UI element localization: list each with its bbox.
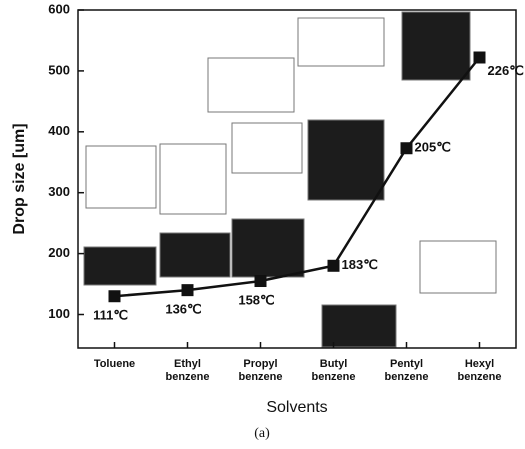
inset-molecule xyxy=(420,241,496,293)
inset-photo xyxy=(322,305,396,347)
inset-photo xyxy=(160,233,230,277)
inset-molecule xyxy=(232,123,302,173)
y-tick-label: 300 xyxy=(48,184,70,199)
y-axis-label: Drop size [um] xyxy=(11,123,28,234)
marker xyxy=(401,142,413,154)
inset-molecule xyxy=(160,144,226,214)
caption: (a) xyxy=(254,426,270,441)
x-tick-label: Hexyl benzene xyxy=(445,358,515,384)
inset-photo xyxy=(308,120,384,200)
marker xyxy=(474,52,486,64)
inset-molecule xyxy=(86,146,156,208)
point-label: 205℃ xyxy=(415,140,451,155)
x-axis-label: Solvents xyxy=(266,399,327,416)
y-tick-label: 100 xyxy=(48,306,70,321)
marker xyxy=(109,290,121,302)
inset-photo xyxy=(84,247,156,285)
x-tick-label: Ethyl benzene xyxy=(153,358,223,384)
inset-photo xyxy=(232,219,304,277)
marker xyxy=(328,260,340,272)
x-tick-label: Propyl benzene xyxy=(226,358,296,384)
insets xyxy=(84,12,496,347)
point-label: 136℃ xyxy=(165,302,201,317)
y-tick-label: 500 xyxy=(48,62,70,77)
point-label: 183℃ xyxy=(342,257,378,272)
point-label: 111℃ xyxy=(93,308,128,323)
y-tick-label: 600 xyxy=(48,1,70,16)
x-tick-label: Pentyl benzene xyxy=(372,358,442,384)
x-tick-label: Toluene xyxy=(80,358,150,371)
y-tick-label: 400 xyxy=(48,123,70,138)
marker xyxy=(255,275,267,287)
y-tick-label: 200 xyxy=(48,245,70,260)
page: Drop size [um] Solvents (a) 100 200 300 400… xyxy=(0,0,525,449)
point-label: 158℃ xyxy=(238,292,274,307)
marker xyxy=(182,284,194,296)
x-tick-label: Butyl benzene xyxy=(299,358,369,384)
point-label: 226℃ xyxy=(488,63,524,78)
inset-molecule xyxy=(208,58,294,112)
inset-photo xyxy=(402,12,470,80)
inset-molecule xyxy=(298,18,384,66)
